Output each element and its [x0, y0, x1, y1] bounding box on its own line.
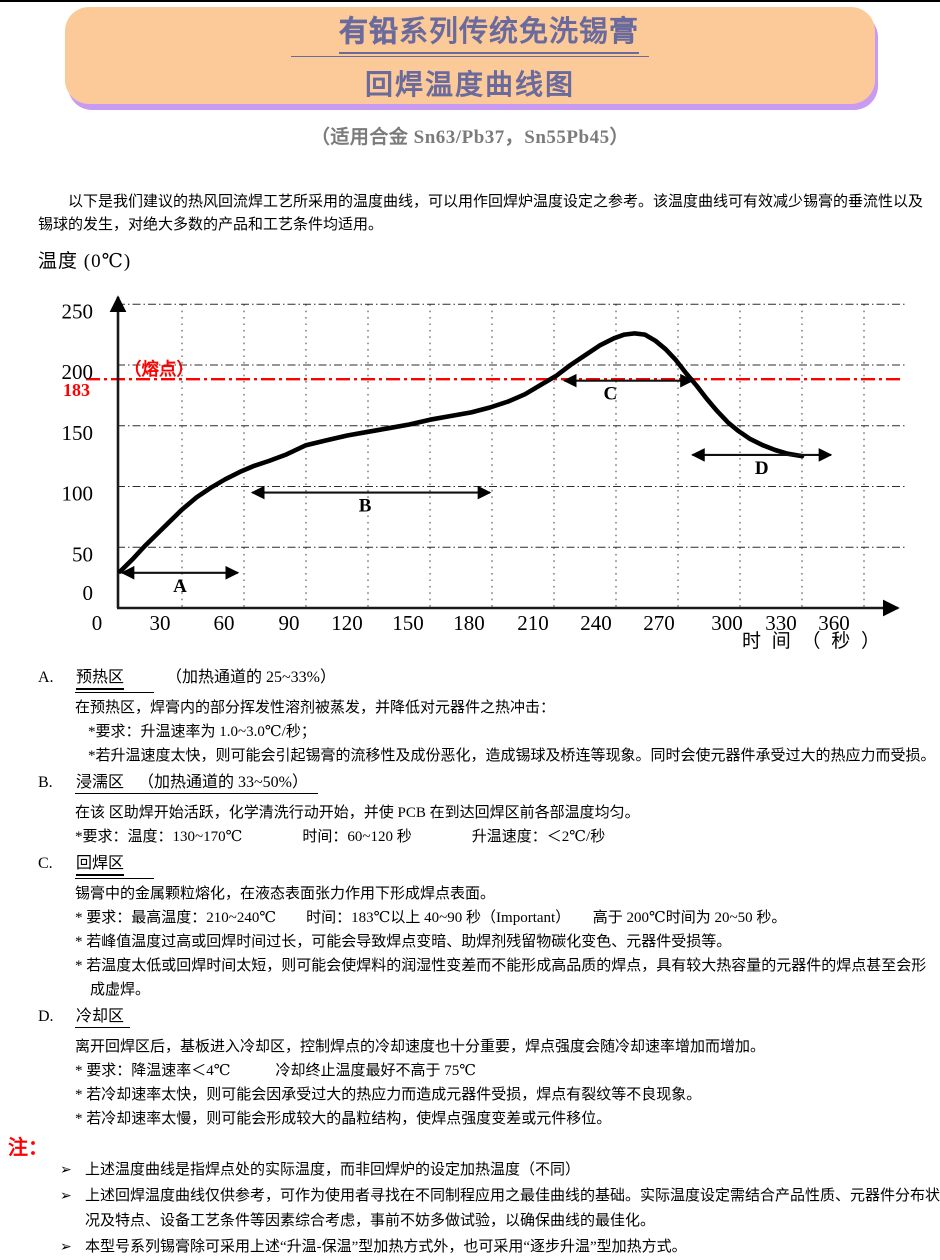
title-box: 有铅系列传统免洗锡膏 回焊温度曲线图: [65, 7, 875, 104]
x-tick-label: 330: [765, 611, 797, 635]
note-item: ➢ 本型号系列锡膏除可采用上述“升温-保温”型加热方式外，也可采用“逐步升温”型加…: [60, 1235, 940, 1260]
title-bold-term: 有铅: [338, 16, 399, 49]
zone-name: 回焊区: [76, 849, 125, 876]
section-reflow: C. 回焊区 锡膏中的金属颗粒熔化，在液态表面张力作用下形成焊点表面。 * 要求：…: [0, 849, 940, 1002]
zone-suffix: （加热通道的 33~50%）: [138, 774, 309, 791]
zone-C-label: C: [604, 384, 618, 405]
section-heading: B. 浸濡区 （加热通道的 33~50%）: [0, 768, 940, 794]
x-tick-label: 30: [150, 611, 171, 635]
section-cooling: D. 冷却区 离开回焊区后，基板进入冷却区，控制焊点的冷却速度也十分重要，焊点强度…: [0, 1002, 940, 1131]
x-tick-label: 180: [453, 611, 485, 635]
body-line: 离开回焊区后，基板进入冷却区，控制焊点的冷却速度也十分重要，焊点强度会随冷却速率…: [75, 1039, 766, 1055]
x-tick-label: 90: [279, 611, 300, 635]
section-preheat: A. 预热区 （加热通道的 25~33%） 在预热区，焊膏内的部分挥发性溶剂被蒸发，…: [0, 663, 940, 768]
top-rule: [0, 0, 940, 2]
x-tick-label: 270: [643, 611, 675, 635]
note-text: 上述回焊温度曲线仅供参考，可作为使用者寻找在不同制程应用之最佳曲线的基础。实际温…: [85, 1188, 940, 1229]
body-line: *要求：升温速率为 1.0~3.0℃/秒；: [88, 724, 316, 740]
y-tick-label: 250: [62, 299, 94, 323]
temperature-curve: [117, 331, 805, 574]
x-tick-label: 360: [818, 611, 850, 635]
zone-name: 冷却区: [76, 1008, 125, 1025]
y-tick-label: 100: [62, 482, 94, 506]
body-line: 在该 区助焊开始活跃，化学清洗行动开始，并使 PCB 在到达回焊区前各部温度均匀…: [75, 805, 640, 821]
body-line: * 若峰值温度过高或回焊时间过长，可能会导致焊点变暗、助焊剂残留物碳化变色、元器…: [75, 934, 732, 950]
x-tick-label: 150: [392, 611, 424, 635]
x-tick-label: 210: [517, 611, 549, 635]
y-tick-label: 200: [62, 360, 94, 384]
notes-label: 注：: [8, 1137, 48, 1159]
reflow-chart: 温度 (0℃) A B C D 0 50 100 150 200 250 0 30 60 90 120 150…: [0, 245, 940, 665]
zone-suffix: （加热通道的 25~33%）: [166, 669, 337, 686]
section-soak: B. 浸濡区 （加热通道的 33~50%） 在该 区助焊开始活跃，化学清洗行动开始，…: [0, 768, 940, 849]
body-line: * 要求：降温速率＜4℃ 冷却终止温度最好不高于 75℃: [75, 1063, 477, 1079]
page-title-line1: 有铅系列传统免洗锡膏: [290, 8, 650, 57]
section-letter: B.: [38, 774, 53, 791]
y-tick-label: 150: [62, 421, 94, 445]
body-line: 锡膏中的金属颗粒熔化，在液态表面张力作用下形成焊点表面。: [75, 886, 496, 902]
note-item: ➢ 上述回焊温度曲线仅供参考，可作为使用者寻找在不同制程应用之最佳曲线的基础。实际…: [60, 1184, 940, 1234]
section-letter: D.: [38, 1008, 54, 1025]
notes-block: 注： ➢ 上述温度曲线是指焊点处的实际温度，而非回焊炉的设定加热温度（不同） ➢ 上…: [0, 1131, 940, 1260]
zone-descriptions: A. 预热区 （加热通道的 25~33%） 在预热区，焊膏内的部分挥发性溶剂被蒸发，…: [0, 663, 940, 1260]
y-tick-label: 50: [72, 542, 93, 566]
note-text: 上述温度曲线是指焊点处的实际温度，而非回焊炉的设定加热温度（不同）: [85, 1162, 581, 1178]
body-line: 在预热区，焊膏内的部分挥发性溶剂被蒸发，并降低对元器件之热冲击：: [75, 700, 556, 716]
melting-point-label: （熔点）: [124, 359, 194, 379]
intro-paragraph: 以下是我们建议的热风回流焊工艺所采用的温度曲线，可以用作回焊炉温度设定之参考。该…: [38, 194, 924, 233]
y-axis-title: 温度 (0℃): [38, 251, 132, 272]
x-axis-title: 时 间 （ 秒 ）: [742, 631, 884, 652]
zone-A-label: A: [173, 576, 187, 597]
melting-point-tick: 183: [63, 380, 90, 400]
alloy-subtitle: （适用合金 Sn63/Pb37，Sn55Pb45）: [310, 127, 630, 148]
body-line: * 若冷却速率太快，则可能会因承受过大的热应力而造成元器件受损，焊点有裂纹等不良…: [75, 1087, 702, 1103]
body-line: *若升温速度太快，则可能会引起锡膏的流移性及成份恶化，造成锡球及桥连等现象。同时…: [88, 748, 936, 764]
x-tick-label: 120: [331, 611, 363, 635]
section-heading: C. 回焊区: [0, 849, 940, 879]
section-letter: A.: [38, 669, 54, 686]
x-tick-label: 60: [214, 611, 235, 635]
note-item: ➢ 上述温度曲线是指焊点处的实际温度，而非回焊炉的设定加热温度（不同）: [60, 1158, 940, 1183]
body-line: * 要求：最高温度：210~240℃ 时间：183℃以上 40~90 秒（Imp…: [75, 910, 787, 926]
body-line: * 若冷却速率太慢，则可能会形成较大的晶粒结构，使焊点强度变差或元件移位。: [75, 1111, 612, 1127]
section-heading: A. 预热区 （加热通道的 25~33%）: [0, 663, 940, 693]
reflow-chart-svg: A B C D 0 50 100 150 200 250 0 30 60 90 120 150 180 210 24…: [62, 295, 905, 635]
body-line: *要求：温度：130~170℃ 时间：60~120 秒 升温速度：＜2℃/秒: [75, 829, 606, 845]
arrow-bullet-icon: ➢: [60, 1240, 72, 1255]
body-line: * 若温度太低或回焊时间太短，则可能会使焊料的润湿性变差而不能形成高品质的焊点，…: [75, 958, 927, 998]
zone-name: 预热区: [76, 663, 125, 690]
page-title-line2: 回焊温度曲线图: [364, 70, 575, 101]
x-tick-label: 240: [580, 611, 612, 635]
section-heading: D. 冷却区: [0, 1002, 940, 1028]
x-tick-label: 0: [92, 611, 103, 635]
y-tick-label: 0: [83, 581, 94, 605]
x-tick-label: 300: [711, 611, 743, 635]
zone-B-label: B: [359, 496, 372, 517]
note-text: 本型号系列锡膏除可采用上述“升温-保温”型加热方式外，也可采用“逐步升温”型加热…: [85, 1239, 687, 1255]
zone-name: 浸濡区: [76, 774, 125, 791]
zone-D-label: D: [755, 458, 769, 479]
arrow-bullet-icon: ➢: [60, 1189, 72, 1204]
title-rest: 系列传统免洗锡膏: [399, 16, 640, 48]
arrow-bullet-icon: ➢: [60, 1163, 72, 1178]
section-letter: C.: [38, 855, 53, 872]
